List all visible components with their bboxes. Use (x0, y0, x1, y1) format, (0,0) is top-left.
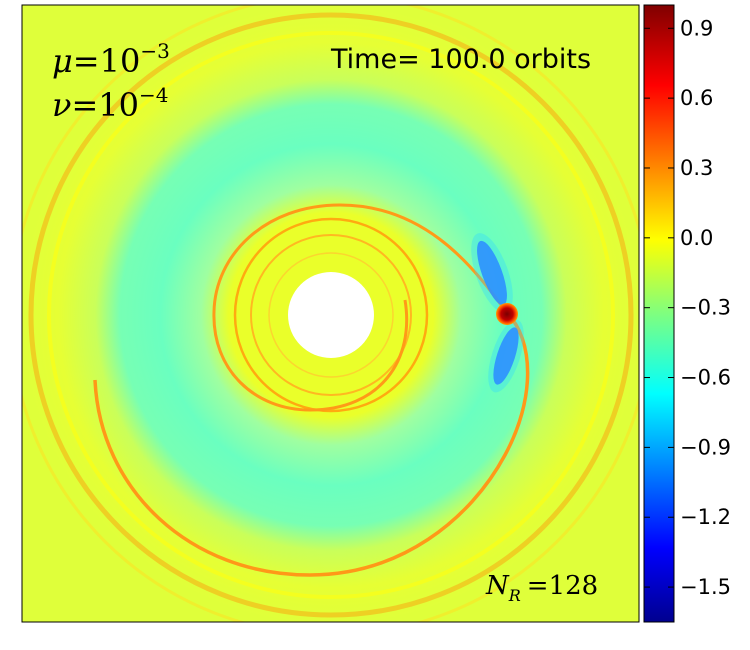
colorbar-tick-label: −1.2 (680, 505, 731, 529)
time-annotation: Time= 100.0 orbits (330, 44, 591, 75)
inner-ring-3 (268, 252, 394, 378)
outer-ring (28, 12, 634, 618)
vortex-lobe-upper (477, 240, 507, 306)
colorbar-tick-label: 0.3 (680, 156, 713, 180)
colorbar-tick-label: 0.6 (680, 86, 713, 110)
inner-hole (288, 272, 374, 358)
colorbar-tick-label: −1.5 (680, 575, 731, 599)
colorbar: 0.9 0.6 0.3 0.0 −0.3 −0.6 −0.9 −1.2 −1.5 (643, 4, 731, 623)
inner-spiral-wake (212, 203, 508, 412)
colorbar-tick-label: −0.3 (680, 296, 731, 320)
colorbar-tick-label: 0.0 (680, 226, 713, 250)
mu-annotation: μ=10−3 (52, 39, 170, 80)
vortex-lobe-lower (493, 327, 519, 385)
colorbar-gradient (643, 4, 675, 623)
planet-marker (496, 303, 518, 325)
inner-ring-2 (250, 234, 412, 396)
colorbar-tick-label: −0.6 (680, 366, 731, 390)
resolution-annotation: NR =128 (485, 571, 598, 605)
vortex-lobe-lower-halo (488, 319, 524, 393)
vortex-lobe-upper-halo (471, 233, 513, 313)
heatmap-area (22, 5, 639, 622)
outer-ring-2 (47, 31, 615, 599)
outer-spiral-wake (93, 310, 530, 577)
nu-annotation: ν=10−4 (52, 83, 168, 124)
colorbar-tick-label: −0.9 (680, 435, 731, 459)
plot-frame (21, 4, 640, 623)
inner-ring-1 (233, 217, 429, 413)
colorbar-tick-label: 0.9 (680, 16, 713, 40)
colorbar-ticks: 0.9 0.6 0.3 0.0 −0.3 −0.6 −0.9 −1.2 −1.5 (644, 16, 731, 599)
